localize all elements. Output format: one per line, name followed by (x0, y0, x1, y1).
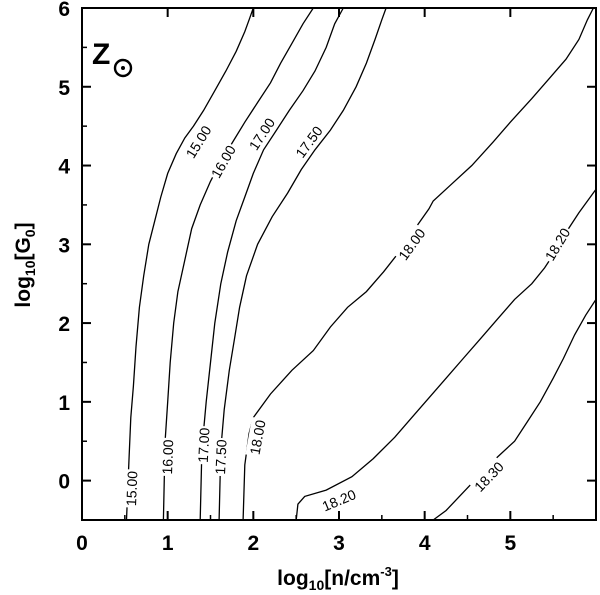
contour-label: 18.00 (247, 418, 269, 456)
contour-label-group: 18.30 (469, 456, 508, 496)
x-tick-label: 2 (247, 532, 259, 555)
contour-label-group: 17.00 (193, 425, 213, 465)
y-tick-label: 4 (58, 156, 70, 179)
contour-label: 15.00 (182, 123, 214, 161)
contour-label: 16.00 (208, 142, 239, 181)
plot-frame (81, 7, 597, 521)
contour-line-15-00 (125, 7, 254, 521)
contour-line-18-30 (432, 299, 597, 521)
y-tick-label: 0 (58, 471, 70, 494)
y-tick-label: 1 (58, 392, 70, 415)
contour-label-group: 15.00 (180, 121, 216, 163)
y-axis-ticks: 0 1 2 3 4 5 6 (58, 0, 596, 494)
contour-labels: 15.0015.0016.0016.0017.0017.0017.5017.50… (121, 113, 575, 516)
contour-label-group: 16.00 (158, 437, 177, 477)
contour-label-group: 17.50 (210, 437, 230, 477)
x-tick-label: 0 (76, 532, 88, 555)
contour-line-17-50 (218, 7, 387, 521)
x-tick-label: 4 (419, 532, 431, 555)
contour-label: 17.50 (212, 439, 230, 475)
contour-label: 17.00 (195, 427, 213, 463)
contour-label-mask (180, 121, 216, 163)
sun-symbol-icon (113, 58, 133, 78)
x-tick-label: 3 (333, 532, 345, 555)
y-axis-label: log10[G0] (12, 222, 38, 307)
y-tick-label: 2 (58, 313, 70, 336)
contour-label-group: 18.20 (539, 223, 575, 265)
contour-label-mask (158, 437, 177, 477)
contour-label-mask (469, 456, 508, 496)
panel-label: Z (92, 38, 133, 78)
contour-label: 16.00 (159, 439, 176, 475)
contour-label-mask (243, 113, 279, 155)
x-tick-label: 5 (504, 532, 516, 555)
contour-label-group: 18.00 (393, 223, 430, 265)
contour-label-mask (206, 140, 240, 183)
contour-line-18-00 (242, 7, 594, 521)
contour-label-group: 16.00 (206, 140, 240, 183)
x-tick-label: 1 (162, 532, 174, 555)
contour-label-group: 15.00 (121, 469, 141, 508)
y-tick-label: 5 (58, 77, 70, 100)
contour-label-group: 18.20 (317, 484, 360, 516)
contour-line-16-00 (162, 7, 314, 521)
x-axis-ticks: 0 1 2 3 4 5 (76, 8, 554, 555)
contour-label-mask (539, 223, 575, 265)
panel-label-letter: Z (92, 38, 110, 71)
contour-label-mask (393, 223, 430, 265)
y-tick-label: 3 (58, 234, 70, 257)
contour-label-mask (317, 484, 360, 516)
contour-label-mask (290, 121, 327, 162)
contour-label-group: 18.00 (245, 416, 269, 458)
contour-label-mask (121, 469, 141, 508)
contour-label: 15.00 (123, 470, 140, 506)
contour-lines (125, 7, 597, 521)
contour-label: 18.20 (542, 225, 574, 263)
contour-label-mask (210, 437, 230, 477)
contour-label-mask (245, 416, 269, 458)
contour-label-mask (193, 425, 213, 465)
x-axis-label: log10[n/cm-3] (277, 564, 399, 593)
y-tick-label: 6 (58, 0, 70, 21)
contour-line-17-00 (199, 7, 344, 521)
